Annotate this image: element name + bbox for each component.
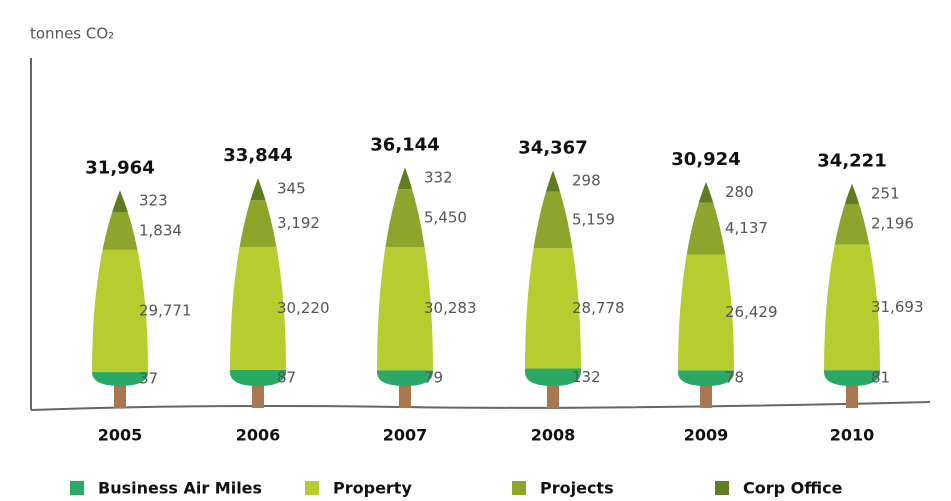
value-label: 31,693: [871, 298, 924, 316]
legend-label: Business Air Miles: [98, 479, 262, 498]
x-axis: [30, 401, 931, 411]
legend-swatch: [305, 481, 319, 495]
value-label: 30,283: [424, 299, 477, 317]
x-tick-label: 2009: [684, 426, 729, 445]
trunk: [399, 382, 411, 408]
value-label: 280: [725, 183, 754, 201]
value-label: 28,778: [572, 299, 625, 317]
segment: [525, 248, 581, 369]
value-label: 87: [277, 368, 296, 386]
x-tick-label: 2007: [383, 426, 428, 445]
trunk: [114, 382, 126, 408]
value-label: 2,196: [871, 215, 914, 233]
value-label: 345: [277, 180, 306, 198]
legend-swatch: [715, 481, 729, 495]
value-label: 37: [139, 370, 158, 388]
value-label: 298: [572, 171, 601, 189]
legend-swatch: [70, 481, 84, 495]
legend-label: Property: [333, 479, 412, 498]
total-label: 36,144: [370, 134, 439, 155]
legend-swatch: [512, 481, 526, 495]
value-label: 29,771: [139, 301, 192, 319]
legend-label: Corp Office: [743, 479, 843, 498]
value-label: 3,192: [277, 214, 320, 232]
total-label: 31,964: [85, 157, 154, 178]
total-label: 34,367: [518, 137, 587, 158]
segment: [678, 370, 734, 386]
value-label: 5,159: [572, 210, 615, 228]
value-label: 4,137: [725, 219, 768, 237]
segment: [377, 247, 433, 371]
segment: [230, 246, 286, 370]
segment: [678, 254, 734, 371]
y-axis-label: tonnes CO₂: [30, 25, 114, 43]
trunk: [846, 382, 858, 408]
x-tick-label: 2006: [236, 426, 281, 445]
segment: [525, 368, 581, 386]
trunk: [700, 382, 712, 408]
value-label: 81: [871, 369, 890, 387]
total-label: 30,924: [671, 149, 740, 170]
x-tick-label: 2005: [98, 426, 143, 445]
value-label: 5,450: [424, 209, 467, 227]
trunk: [252, 382, 264, 408]
value-label: 78: [725, 369, 744, 387]
value-label: 251: [871, 184, 900, 202]
segment: [92, 249, 148, 373]
total-label: 34,221: [817, 151, 886, 172]
value-label: 26,429: [725, 303, 778, 321]
trunk: [547, 382, 559, 408]
segment: [377, 370, 433, 386]
total-label: 33,844: [223, 145, 292, 166]
segment: [92, 372, 148, 386]
value-label: 332: [424, 169, 453, 187]
value-label: 132: [572, 368, 601, 386]
value-label: 323: [139, 192, 168, 210]
x-tick-label: 2010: [830, 426, 875, 445]
x-tick-label: 2008: [531, 426, 576, 445]
segment: [230, 369, 286, 386]
value-label: 30,220: [277, 299, 330, 317]
value-label: 1,834: [139, 221, 182, 239]
legend-label: Projects: [540, 479, 614, 498]
segment: [824, 370, 880, 386]
segment: [824, 244, 880, 371]
value-label: 79: [424, 369, 443, 387]
